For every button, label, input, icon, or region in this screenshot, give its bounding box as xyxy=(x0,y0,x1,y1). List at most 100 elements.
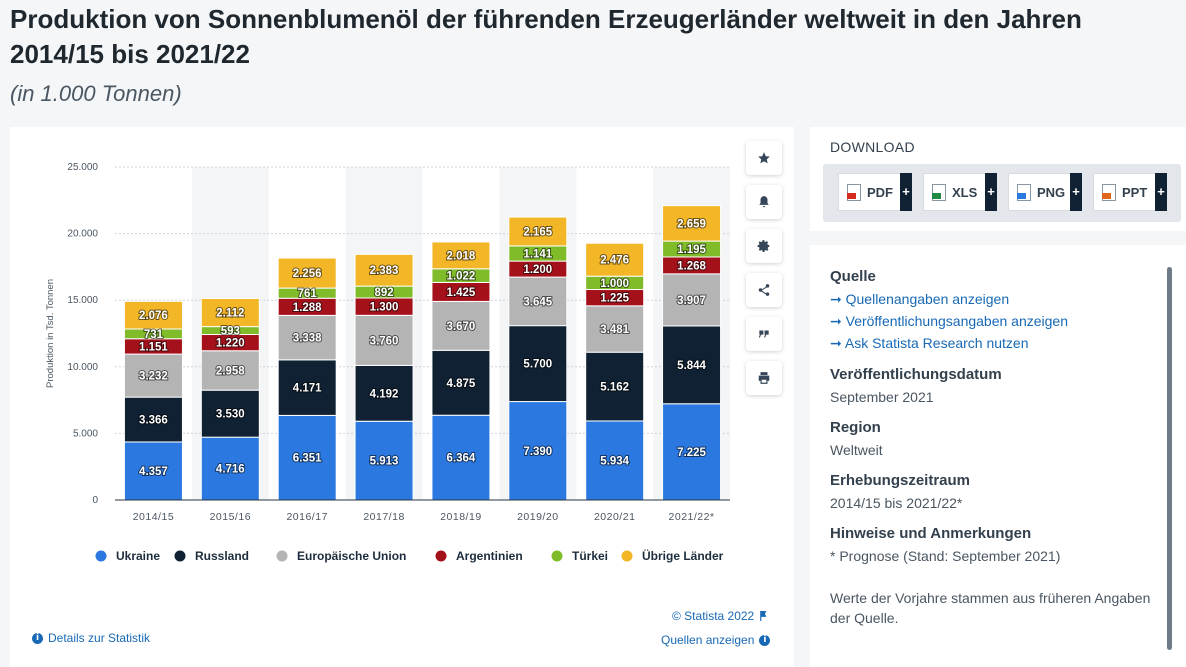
bar-segment xyxy=(354,314,414,366)
legend-marker xyxy=(174,550,186,562)
notes-heading: Hinweise und Anmerkungen xyxy=(830,525,1032,542)
gear-icon xyxy=(757,240,770,253)
download-pdf-button[interactable]: PDF + xyxy=(838,173,912,211)
print-icon xyxy=(758,372,770,384)
x-tick-label: 2019/20 xyxy=(517,511,558,523)
data-label: 731 xyxy=(144,329,164,341)
plus-icon: + xyxy=(1155,173,1167,211)
region-value: Weltweit xyxy=(830,442,883,458)
bar-segment xyxy=(123,300,183,330)
plus-icon: + xyxy=(985,173,997,211)
data-label: 1.022 xyxy=(447,271,476,283)
pdf-file-icon xyxy=(847,184,861,201)
release-heading: Veröffentlichungsdatum xyxy=(830,366,1002,383)
y-tick-label: 20.000 xyxy=(67,229,98,240)
bar-segment xyxy=(200,389,260,438)
data-label: 4.875 xyxy=(447,378,476,390)
data-label: 2.659 xyxy=(677,218,706,230)
png-file-icon xyxy=(1017,184,1031,201)
release-value: September 2021 xyxy=(830,389,934,405)
data-label: 3.670 xyxy=(447,321,476,333)
data-label: 2.476 xyxy=(600,255,629,267)
page-subtitle: (in 1.000 Tonnen) xyxy=(10,81,182,106)
sources-link-label: Quellen anzeigen xyxy=(661,633,755,647)
notification-button[interactable] xyxy=(746,185,782,219)
data-label: 761 xyxy=(298,288,318,300)
bar-segment xyxy=(508,276,568,327)
page-title: Produktion von Sonnenblumenöl der führen… xyxy=(10,4,1082,69)
x-tick-label: 2018/19 xyxy=(440,511,481,523)
bar-segment xyxy=(277,257,337,289)
details-link[interactable]: i Details zur Statistik xyxy=(32,631,150,645)
legend-marker xyxy=(551,550,563,562)
source-link-research[interactable]: ➞ Ask Statista Research nutzen xyxy=(830,335,1029,351)
bar-segment xyxy=(200,436,260,501)
data-label: 3.760 xyxy=(370,335,399,347)
data-label: 5.844 xyxy=(677,360,706,372)
data-label: 4.357 xyxy=(139,466,168,478)
data-label: 892 xyxy=(374,287,393,299)
notes-extra: Werte der Vorjahre stammen aus früheren … xyxy=(830,590,1151,626)
legend-label: Argentinien xyxy=(456,549,523,563)
share-icon xyxy=(758,284,770,296)
download-ppt-button[interactable]: PPT + xyxy=(1093,173,1167,211)
legend-label: Türkei xyxy=(572,549,608,563)
data-label: 2.112 xyxy=(216,308,244,320)
y-tick-label: 25.000 xyxy=(67,162,98,173)
data-label: 3.481 xyxy=(600,324,629,336)
legend-label: Europäische Union xyxy=(297,549,406,563)
y-tick-label: 0 xyxy=(92,495,98,506)
y-axis-title: Produktion in Tsd. Tonnen xyxy=(45,279,56,388)
data-label: 1.141 xyxy=(523,249,552,261)
sources-link[interactable]: Quellen anzeigen i xyxy=(661,633,771,647)
legend-label: Russland xyxy=(195,549,249,563)
data-label: 2.018 xyxy=(447,250,476,262)
plus-icon: + xyxy=(1070,173,1082,211)
bar-segment xyxy=(431,241,491,270)
download-heading: DOWNLOAD xyxy=(830,139,915,155)
source-link-quellenangaben[interactable]: ➞ Quellenangaben anzeigen xyxy=(830,291,1010,307)
bell-icon xyxy=(759,196,769,208)
data-label: 5.934 xyxy=(600,455,629,467)
data-label: 4.192 xyxy=(370,388,399,400)
legend-label: Ukraine xyxy=(116,549,160,563)
download-xls-button[interactable]: XLS + xyxy=(923,173,997,211)
details-link-label: Details zur Statistik xyxy=(48,631,151,645)
data-label: 2.958 xyxy=(216,365,245,377)
star-icon xyxy=(758,152,770,164)
data-label: 6.351 xyxy=(293,453,322,465)
data-label: 1.300 xyxy=(370,302,399,314)
copyright-link[interactable]: © Statista 2022 xyxy=(672,609,768,623)
data-label: 1.151 xyxy=(139,341,168,353)
bar-segment xyxy=(431,349,491,416)
download-xls-label: XLS xyxy=(952,185,978,200)
bar-segment xyxy=(354,253,414,287)
favorite-button[interactable] xyxy=(746,141,782,175)
data-label: 1.425 xyxy=(447,287,476,299)
plus-icon: + xyxy=(900,173,912,211)
bar-segment xyxy=(662,205,722,242)
source-heading: Quelle xyxy=(830,268,876,285)
y-tick-label: 10.000 xyxy=(67,362,98,373)
data-label: 4.171 xyxy=(293,383,322,395)
share-button[interactable] xyxy=(746,273,782,307)
notes-value: * Prognose (Stand: September 2021) xyxy=(830,548,1061,564)
data-label: 1.268 xyxy=(677,260,706,272)
bar-segment xyxy=(277,414,337,501)
source-link-label: Veröffentlichungsangaben anzeigen xyxy=(845,313,1068,329)
print-button[interactable] xyxy=(746,361,782,395)
info-scrollbar[interactable] xyxy=(1167,267,1172,650)
quote-icon xyxy=(758,330,769,338)
download-png-button[interactable]: PNG + xyxy=(1008,173,1082,211)
download-png-label: PNG xyxy=(1037,185,1066,200)
data-label: 5.700 xyxy=(523,359,552,371)
settings-button[interactable] xyxy=(746,229,782,263)
cite-button[interactable] xyxy=(746,317,782,351)
data-label: 3.232 xyxy=(139,371,168,383)
legend-marker xyxy=(435,550,447,562)
source-link-veroeffentlichung[interactable]: ➞ Veröffentlichungsangaben anzeigen xyxy=(830,313,1068,329)
bar-segment xyxy=(431,300,491,351)
y-tick-label: 15.000 xyxy=(67,295,98,306)
data-label: 4.716 xyxy=(216,464,245,476)
